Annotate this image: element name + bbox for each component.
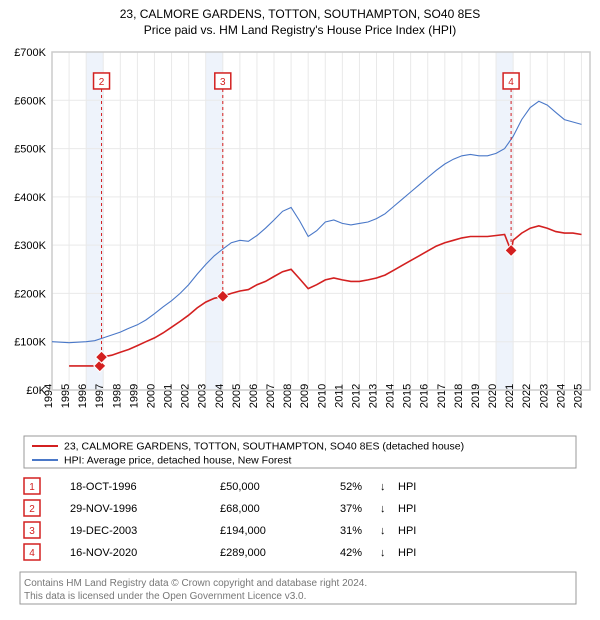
x-tick-label: 1999 [128, 384, 140, 408]
down-arrow-icon: ↓ [380, 503, 386, 515]
x-tick-label: 2012 [350, 384, 362, 408]
footer-line-1: Contains HM Land Registry data © Crown c… [24, 578, 367, 589]
y-tick-label: £500K [14, 144, 46, 156]
event-diff: 31% [340, 525, 362, 537]
chart-title-1: 23, CALMORE GARDENS, TOTTON, SOUTHAMPTON… [120, 7, 481, 21]
x-tick-label: 2004 [214, 384, 226, 408]
footer-line-2: This data is licensed under the Open Gov… [24, 591, 306, 602]
x-tick-label: 1995 [60, 384, 72, 408]
y-tick-label: £400K [14, 192, 46, 204]
x-tick-label: 2010 [316, 384, 328, 408]
x-tick-label: 2025 [572, 384, 584, 408]
x-tick-label: 2002 [180, 384, 192, 408]
y-tick-label: £200K [14, 288, 46, 300]
x-tick-label: 2021 [504, 384, 516, 408]
event-price: £50,000 [220, 481, 260, 493]
x-tick-label: 2009 [299, 384, 311, 408]
event-vs: HPI [398, 481, 416, 493]
event-price: £289,000 [220, 547, 266, 559]
x-tick-label: 2015 [402, 384, 414, 408]
x-tick-label: 2006 [248, 384, 260, 408]
event-diff: 42% [340, 547, 362, 559]
event-marker-num: 3 [220, 77, 226, 88]
event-marker-num: 4 [508, 77, 514, 88]
chart-title-2: Price paid vs. HM Land Registry's House … [144, 23, 456, 37]
y-tick-label: £300K [14, 240, 46, 252]
x-tick-label: 2019 [470, 384, 482, 408]
down-arrow-icon: ↓ [380, 525, 386, 537]
x-tick-label: 1996 [77, 384, 89, 408]
event-row-num: 2 [29, 504, 35, 515]
legend-label: HPI: Average price, detached house, New … [64, 455, 292, 467]
event-vs: HPI [398, 547, 416, 559]
event-price: £194,000 [220, 525, 266, 537]
x-tick-label: 2017 [436, 384, 448, 408]
x-tick-label: 2020 [487, 384, 499, 408]
x-tick-label: 2000 [145, 384, 157, 408]
x-tick-label: 1998 [111, 384, 123, 408]
x-tick-label: 2022 [521, 384, 533, 408]
x-tick-label: 2008 [282, 384, 294, 408]
event-marker-num: 2 [99, 77, 105, 88]
x-tick-label: 1997 [94, 384, 106, 408]
event-price: £68,000 [220, 503, 260, 515]
event-band [496, 52, 513, 390]
x-tick-label: 2018 [453, 384, 465, 408]
x-tick-label: 2024 [555, 384, 567, 408]
event-row-num: 3 [29, 526, 35, 537]
event-date: 16-NOV-2020 [70, 547, 137, 559]
event-vs: HPI [398, 503, 416, 515]
down-arrow-icon: ↓ [380, 481, 386, 493]
event-date: 18-OCT-1996 [70, 481, 137, 493]
event-band [206, 52, 223, 390]
event-date: 19-DEC-2003 [70, 525, 137, 537]
event-diff: 37% [340, 503, 362, 515]
x-tick-label: 2013 [368, 384, 380, 408]
x-tick-label: 2011 [333, 384, 345, 408]
chart-svg: 23, CALMORE GARDENS, TOTTON, SOUTHAMPTON… [0, 0, 600, 620]
event-diff: 52% [340, 481, 362, 493]
x-tick-label: 2023 [538, 384, 550, 408]
x-tick-label: 2005 [231, 384, 243, 408]
event-row-num: 1 [29, 482, 35, 493]
x-tick-label: 2003 [197, 384, 209, 408]
y-tick-label: £700K [14, 47, 46, 59]
legend-label: 23, CALMORE GARDENS, TOTTON, SOUTHAMPTON… [64, 441, 464, 453]
event-date: 29-NOV-1996 [70, 503, 137, 515]
y-tick-label: £600K [14, 95, 46, 107]
x-tick-label: 1994 [43, 384, 55, 408]
y-tick-label: £100K [14, 337, 46, 349]
x-tick-label: 2014 [385, 384, 397, 408]
event-row-num: 4 [29, 548, 35, 559]
event-vs: HPI [398, 525, 416, 537]
x-tick-label: 2001 [163, 384, 175, 408]
x-tick-label: 2007 [265, 384, 277, 408]
x-tick-label: 2016 [419, 384, 431, 408]
down-arrow-icon: ↓ [380, 547, 386, 559]
